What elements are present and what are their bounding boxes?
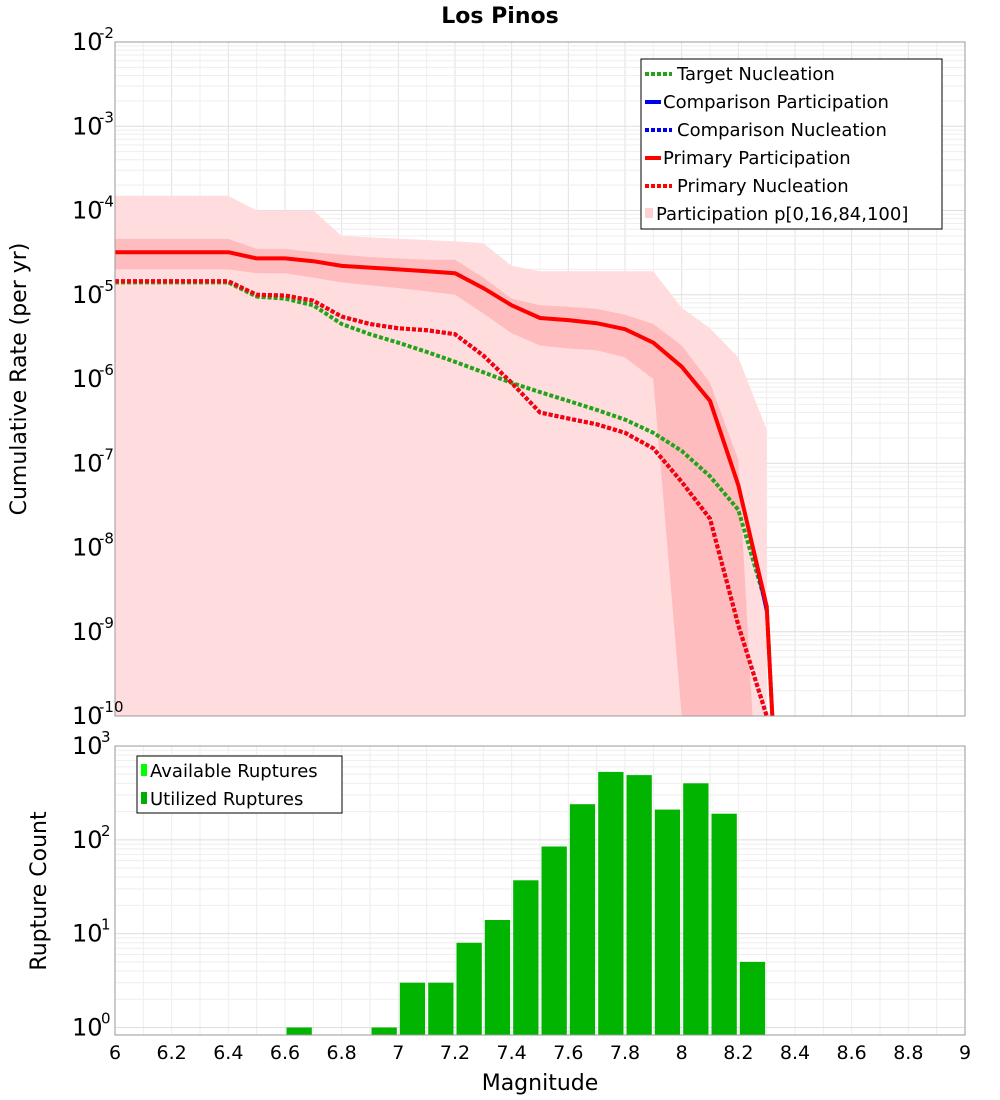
bar	[626, 775, 652, 1035]
x-tick-label: 6.8	[327, 1042, 357, 1064]
rate-y-tick-label: 10	[72, 449, 103, 477]
x-tick-label: 8.4	[780, 1042, 810, 1064]
legend-label-available-ruptures: Available Ruptures	[150, 761, 318, 782]
rate-y-axis-label: Cumulative Rate (per yr)	[7, 243, 32, 516]
x-tick-label: 8.8	[893, 1042, 923, 1064]
count-y-axis-label: Rupture Count	[27, 811, 52, 971]
legend-swatch-participation-band	[645, 208, 653, 218]
count-y-tick-label: 10	[72, 1013, 103, 1041]
rate-legend-box	[640, 58, 943, 230]
band-p16-p84	[115, 238, 753, 716]
count-y-tick-exponent: 2	[101, 822, 111, 840]
bar	[513, 880, 539, 1035]
x-tick-label: 6.4	[213, 1042, 243, 1064]
series-primary-participation	[115, 250, 775, 717]
bar	[569, 804, 596, 1035]
x-tick-label: 7.2	[440, 1042, 470, 1064]
rate-series	[115, 250, 775, 717]
rate-y-tick-label: 10	[72, 618, 103, 646]
count-x-ticks: 6 6.2 6.4 6.6 6.8 7 7.2 7.4 7.6 7.8 8 8.2 8.4 8.6 8.8 9	[109, 1042, 971, 1064]
x-tick-label: 6	[109, 1042, 121, 1064]
x-tick-label: 8.2	[723, 1042, 753, 1064]
chart-title: Los Pinos	[441, 4, 558, 29]
rate-legend: Target Nucleation Comparison Participati…	[640, 58, 943, 230]
legend-label-comparison-participation: Comparison Participation	[663, 92, 889, 113]
bar	[654, 809, 681, 1035]
rate-y-tick-exponent: -5	[99, 277, 114, 295]
count-plot-frame	[114, 745, 966, 1036]
series-target-nucleation	[115, 280, 775, 717]
bar	[711, 813, 737, 1035]
legend-swatch-utilized-ruptures	[141, 792, 147, 804]
x-tick-label: 8.6	[837, 1042, 867, 1064]
rate-y-tick-label: 10	[72, 28, 103, 56]
count-bars	[286, 771, 766, 1035]
rate-y-tick-exponent: -10	[99, 698, 124, 716]
bar	[456, 942, 482, 1035]
x-tick-label: 6.2	[157, 1042, 187, 1064]
rate-y-tick-exponent: -3	[99, 108, 114, 126]
count-y-tick-exponent: 1	[101, 916, 111, 934]
bar	[286, 1027, 312, 1035]
x-tick-label: 9	[959, 1042, 971, 1064]
rate-y-tick-exponent: -4	[99, 193, 114, 211]
bar	[598, 771, 624, 1035]
count-y-tick-label: 10	[72, 920, 103, 948]
count-y-tick-exponent: 0	[101, 1009, 111, 1027]
x-tick-label: 6.6	[270, 1042, 300, 1064]
x-tick-label: 7.8	[610, 1042, 640, 1064]
rate-y-tick-label: 10	[72, 702, 103, 730]
x-tick-label: 7	[392, 1042, 404, 1064]
bar	[484, 920, 511, 1035]
rate-y-tick-exponent: -9	[99, 614, 114, 632]
rate-y-tick-exponent: -7	[99, 445, 114, 463]
rate-plot-frame	[114, 41, 966, 717]
legend-swatch-available-ruptures	[141, 764, 147, 776]
legend-label-participation-band: Participation p[0,16,84,100]	[656, 204, 908, 225]
bar	[371, 1027, 397, 1035]
bar	[428, 982, 454, 1035]
legend-label-comparison-nucleation: Comparison Nucleation	[677, 120, 887, 141]
legend-label-utilized-ruptures: Utilized Ruptures	[150, 789, 303, 810]
rate-y-tick-label: 10	[72, 365, 103, 393]
rate-y-tick-exponent: -2	[99, 24, 114, 42]
rate-y-tick-label: 10	[72, 534, 103, 562]
rate-y-tick-label: 10	[72, 197, 103, 225]
rate-y-ticks: 10-210-310-410-510-610-710-810-910-10	[72, 24, 124, 730]
x-axis-label: Magnitude	[482, 1071, 599, 1096]
x-tick-label: 8	[676, 1042, 688, 1064]
count-y-tick-label: 10	[72, 732, 103, 760]
count-legend: Available Ruptures Utilized Ruptures	[136, 755, 343, 814]
legend-label-target-nucleation: Target Nucleation	[676, 64, 835, 85]
rate-y-tick-label: 10	[72, 112, 103, 140]
legend-label-primary-participation: Primary Participation	[663, 148, 851, 169]
rate-y-tick-label: 10	[72, 281, 103, 309]
x-tick-label: 7.6	[553, 1042, 583, 1064]
x-tick-label: 7.4	[497, 1042, 527, 1064]
count-y-tick-label: 10	[72, 826, 103, 854]
legend-label-primary-nucleation: Primary Nucleation	[677, 176, 849, 197]
rate-y-tick-exponent: -8	[99, 530, 114, 548]
series-primary-nucleation	[115, 279, 769, 717]
rate-y-tick-exponent: -6	[99, 361, 114, 379]
bar	[739, 961, 766, 1035]
bar	[399, 982, 426, 1035]
bar	[683, 783, 709, 1035]
bar	[541, 846, 567, 1035]
count-legend-box	[136, 755, 343, 814]
count-y-tick-exponent: 3	[101, 728, 111, 746]
rate-panel: 10-210-310-410-510-610-710-810-910-10 Cu…	[7, 24, 966, 730]
